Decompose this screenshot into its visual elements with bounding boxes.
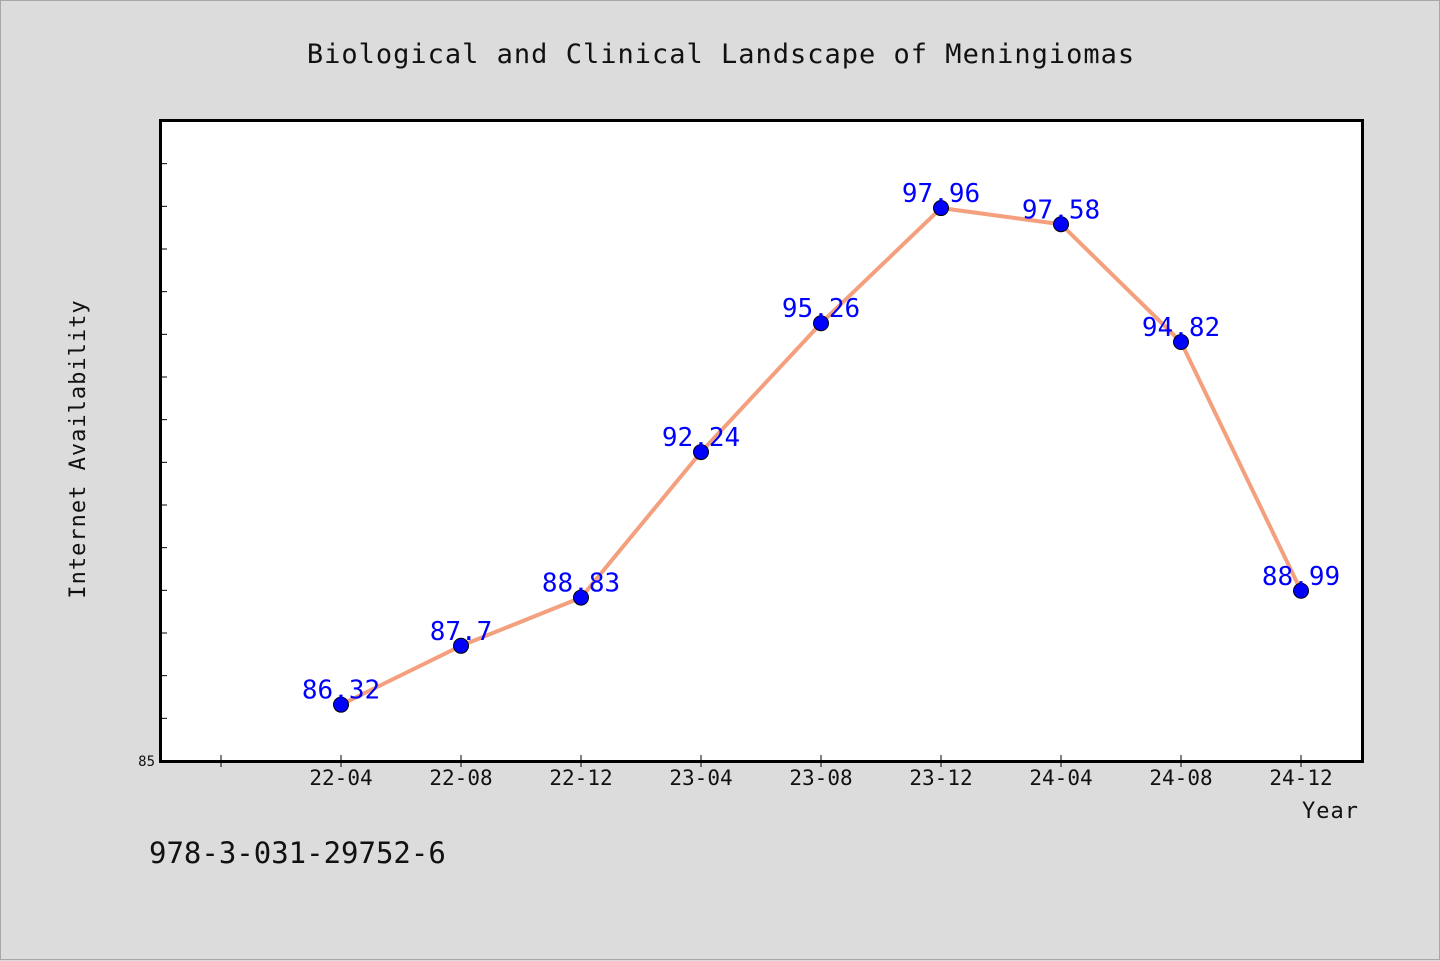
chart-title: Biological and Clinical Landscape of Men… (307, 39, 1135, 70)
data-point (813, 315, 829, 332)
data-point (1293, 582, 1309, 599)
x-tick-label: 23-12 (909, 766, 972, 790)
data-point (453, 637, 469, 654)
y-tick-label: 85 (138, 754, 155, 770)
data-label: 97.96 (902, 179, 980, 209)
x-axis-label: Year (1302, 799, 1359, 824)
data-point (1053, 216, 1069, 233)
x-tick-label: 24-12 (1269, 766, 1332, 790)
x-tick-label: 23-08 (789, 766, 852, 790)
x-tick-label: 24-08 (1149, 766, 1212, 790)
x-tick-label: 22-04 (309, 766, 372, 790)
data-label: 88.83 (542, 569, 620, 599)
data-label: 94.82 (1142, 313, 1220, 343)
x-tick-label: 24-04 (1029, 766, 1092, 790)
data-label: 92.24 (662, 423, 740, 453)
isbn-footer: 978-3-031-29752-6 (149, 836, 446, 870)
data-label: 97.58 (1022, 195, 1100, 225)
data-point (1173, 334, 1189, 351)
x-tick-label: 23-04 (669, 766, 732, 790)
data-label: 87.7 (430, 617, 493, 647)
plot-area (159, 119, 1364, 763)
data-point (573, 589, 589, 606)
data-point (693, 444, 709, 461)
x-tick-label: 22-12 (549, 766, 612, 790)
y-axis-label: Internet Availability (66, 299, 91, 598)
data-point (333, 696, 349, 713)
data-label: 95.26 (782, 294, 860, 324)
data-label: 86.32 (302, 676, 380, 706)
series-layer (333, 200, 1309, 713)
x-tick-label: 22-08 (429, 766, 492, 790)
axes-layer: 85 22-04 22-08 22-12 23-04 23-08 23-12 24-04 24-… (138, 163, 1333, 790)
labels-layer: 86.32 87.7 88.83 92.24 95.26 97.96 97.58 94.82 8… (302, 179, 1340, 706)
data-label: 88.99 (1262, 562, 1340, 592)
data-point (933, 200, 949, 217)
